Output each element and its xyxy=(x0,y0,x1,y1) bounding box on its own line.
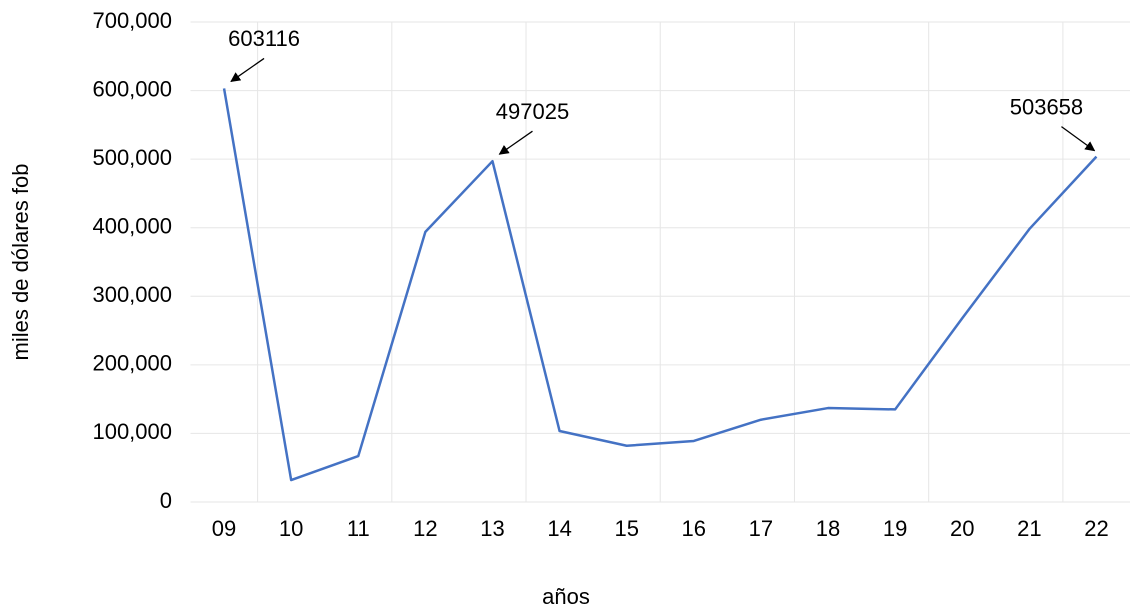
line xyxy=(222,88,1098,482)
x-tick-label: 18 xyxy=(816,516,840,541)
y-tick-label: 600,000 xyxy=(92,76,172,101)
annotation-arrow xyxy=(230,57,265,83)
x-tick-label: 19 xyxy=(883,516,907,541)
x-tick-label: 20 xyxy=(950,516,974,541)
y-tick-label: 700,000 xyxy=(92,8,172,33)
x-tick-label: 12 xyxy=(413,516,437,541)
data-label: 603116 xyxy=(228,26,300,51)
annotation-arrow xyxy=(498,130,533,155)
x-axis-label: años xyxy=(542,584,590,609)
y-tick-label: 200,000 xyxy=(92,351,172,376)
x-tick-label: 10 xyxy=(279,516,303,541)
x-tick-label: 14 xyxy=(547,516,571,541)
annotation-arrow xyxy=(1061,126,1096,152)
x-tick-label: 13 xyxy=(480,516,504,541)
x-tick-label: 15 xyxy=(614,516,638,541)
data-label: 503658 xyxy=(1010,94,1083,119)
x-tick-label: 16 xyxy=(682,516,706,541)
x-tick-label: 11 xyxy=(347,516,370,541)
y-tick-label: 400,000 xyxy=(92,214,172,239)
x-tick-label: 22 xyxy=(1084,516,1108,541)
y-tick-label: 0 xyxy=(160,488,172,513)
x-tick-label: 17 xyxy=(749,516,773,541)
y-tick-label: 500,000 xyxy=(92,145,172,170)
x-tick-label: 09 xyxy=(212,516,236,541)
y-axis-label: miles de dólares fob xyxy=(8,164,33,361)
y-tick-label: 100,000 xyxy=(92,419,172,444)
y-tick-label: 300,000 xyxy=(92,282,172,307)
x-tick-label: 21 xyxy=(1017,516,1041,541)
data-label: 497025 xyxy=(496,99,569,124)
